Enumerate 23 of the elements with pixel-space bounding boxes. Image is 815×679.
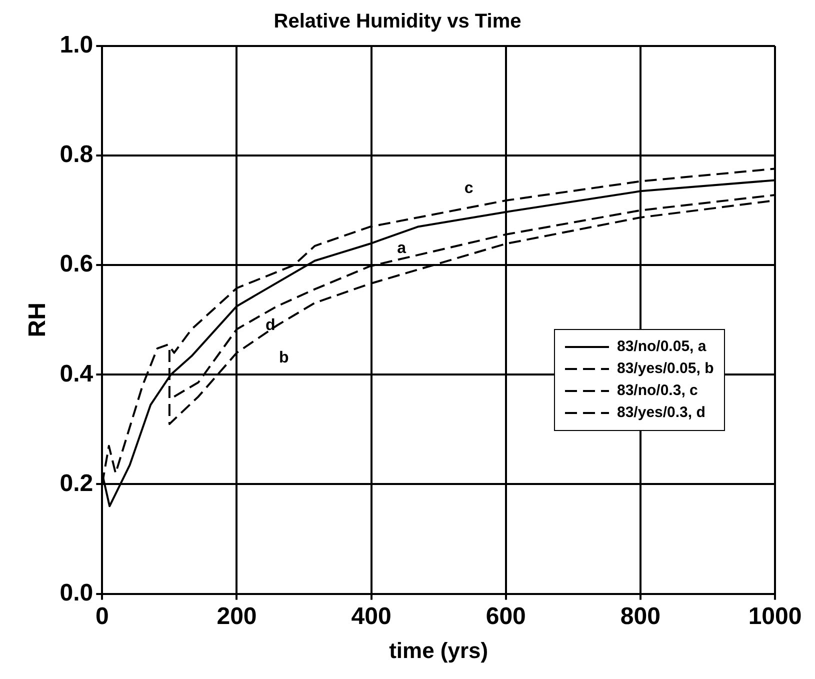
y-tick-label: 0.8: [60, 141, 94, 168]
y-axis-title: RH: [24, 302, 52, 338]
y-tick-label: 0.6: [60, 250, 94, 278]
x-tick-label: 400: [351, 602, 392, 630]
legend-label: 83/no/0.3, c: [617, 380, 698, 401]
y-tick-label: 0.0: [60, 579, 94, 606]
x-tick-label: 0: [95, 602, 109, 630]
y-tick-label: 1.0: [60, 32, 94, 59]
legend-label: 83/yes/0.3, d: [617, 402, 706, 423]
x-tick-label: 1000: [748, 602, 802, 630]
x-tick-label: 200: [216, 602, 257, 630]
legend-label: 83/no/0.05, a: [617, 336, 706, 357]
x-axis-title: time (yrs): [389, 638, 488, 663]
chart-title: Relative Humidity vs Time: [274, 10, 522, 33]
annotation: a: [397, 240, 406, 258]
legend-label: 83/yes/0.05, b: [617, 358, 714, 379]
annotation: c: [464, 180, 474, 197]
x-tick-label: 600: [486, 602, 526, 630]
y-tick-label: 0.4: [60, 360, 94, 388]
annotation: b: [278, 350, 289, 367]
x-tick-label: 800: [620, 602, 660, 630]
annotation: d: [265, 316, 276, 334]
y-tick-label: 0.2: [60, 470, 94, 497]
